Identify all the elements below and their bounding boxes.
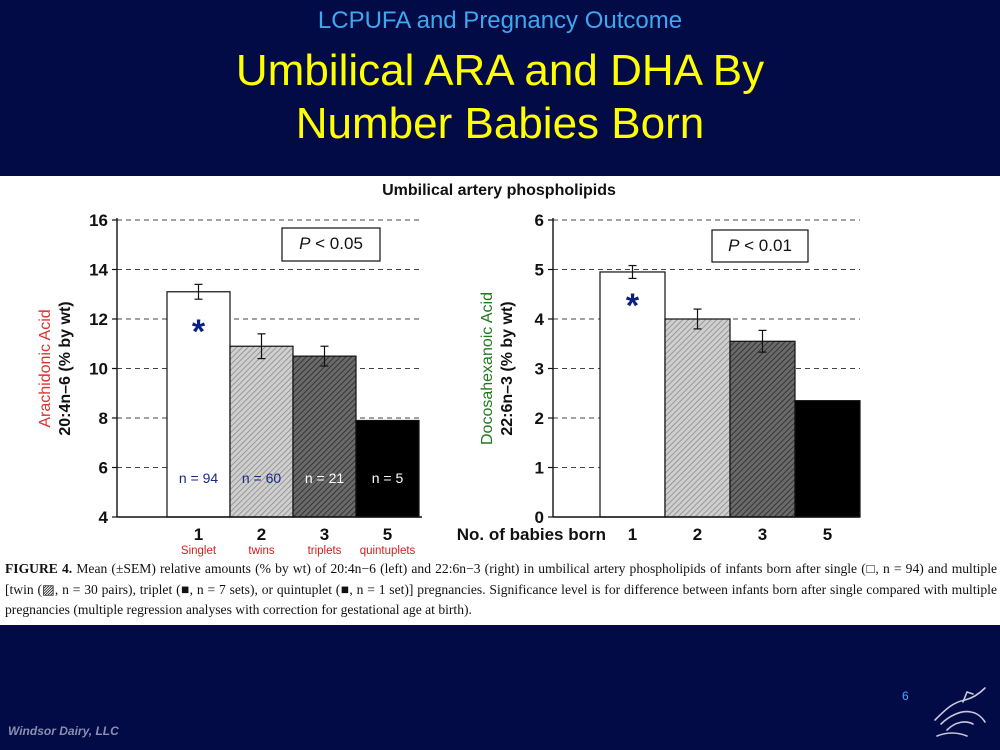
bar-1 [166, 291, 231, 518]
chart-docosahexanoic-acid: 1 2 3 5 0 1 2 3 4 5 6 Docosahexanoic Acid 22:6n–3 (%… [457, 211, 861, 544]
bar-3 [729, 340, 796, 518]
n-label: n = 60 [242, 470, 282, 486]
y-tick-label: 12 [89, 310, 108, 329]
slide-header: LCPUFA and Pregnancy Outcome Umbilical A… [0, 0, 1000, 176]
category-label: 1 [628, 525, 637, 544]
figure-caption: FIGURE 4. Mean (±SEM) relative amounts (… [5, 559, 997, 621]
slide-kicker: LCPUFA and Pregnancy Outcome [317, 7, 683, 34]
y-tick-label: 6 [99, 459, 108, 478]
category-label: 5 [823, 525, 832, 544]
category-label: 5 [383, 525, 392, 544]
n-label: n = 21 [305, 470, 345, 486]
significance-box [281, 227, 381, 262]
figure-panel: Umbilical artery phospholipids n = 94 1 Si… [0, 176, 1000, 625]
y-tick-label: 0 [535, 508, 544, 527]
category-label: 2 [693, 525, 702, 544]
y-tick-label: 4 [99, 508, 109, 527]
slide-title-line-2: Number Babies Born [295, 99, 705, 148]
y-tick-label: 4 [535, 310, 545, 329]
y-axis-label-name: Arachidonic Acid [37, 309, 54, 427]
y-tick-label: 8 [99, 409, 108, 428]
n-label: n = 5 [372, 470, 404, 486]
y-tick-label: 5 [535, 261, 544, 280]
caption-label: FIGURE 4. [5, 561, 73, 576]
category-label: 1 [194, 525, 203, 544]
slide-title-line-1: Umbilical ARA and DHA By [235, 46, 765, 95]
chart-title: Umbilical artery phospholipids [382, 182, 616, 199]
y-tick-label: 2 [535, 409, 544, 428]
n-label: n = 94 [179, 470, 219, 486]
bar-2 [664, 318, 731, 518]
significance-box [711, 229, 809, 263]
significance-star: * [626, 287, 640, 325]
category-sublabel: triplets [308, 545, 342, 557]
footer-company: Windsor Dairy, LLC [8, 724, 119, 738]
bar-5 [794, 400, 861, 518]
bar-charts: Umbilical artery phospholipids n = 941Si… [37, 182, 861, 557]
y-tick-label: 10 [89, 360, 108, 379]
y-tick-label: 16 [89, 211, 108, 230]
category-sublabel: quintuplets [360, 545, 416, 557]
significance-star: * [192, 313, 206, 351]
bird-logo-icon [934, 687, 986, 737]
y-axis-label-formula: 22:6n–3 (% by wt) [499, 301, 516, 435]
category-label: 3 [320, 525, 329, 544]
bar-3 [292, 355, 357, 518]
significance-label: P < 0.01 [728, 236, 792, 255]
category-label: 3 [758, 525, 767, 544]
y-tick-label: 6 [535, 211, 544, 230]
y-axis-label-name: Docosahexanoic Acid [479, 292, 496, 445]
category-sublabel: Singlet [181, 545, 217, 557]
bar-2 [229, 345, 294, 518]
slide-title: Umbilical ARA and DHA By Number Babies B… [0, 44, 1000, 150]
x-axis-label: No. of babies born [457, 525, 606, 544]
y-tick-label: 1 [535, 459, 544, 478]
y-tick-label: 3 [535, 360, 544, 379]
significance-label: P < 0.05 [299, 234, 363, 253]
y-tick-label: 14 [89, 261, 108, 280]
category-sublabel: twins [248, 545, 274, 557]
slide-number: 6 [902, 689, 909, 703]
caption-text: Mean (±SEM) relative amounts (% by wt) o… [5, 561, 997, 617]
y-axis-label-formula: 20:4n–6 (% by wt) [57, 301, 74, 435]
category-label: 2 [257, 525, 266, 544]
bar-5 [355, 419, 420, 518]
